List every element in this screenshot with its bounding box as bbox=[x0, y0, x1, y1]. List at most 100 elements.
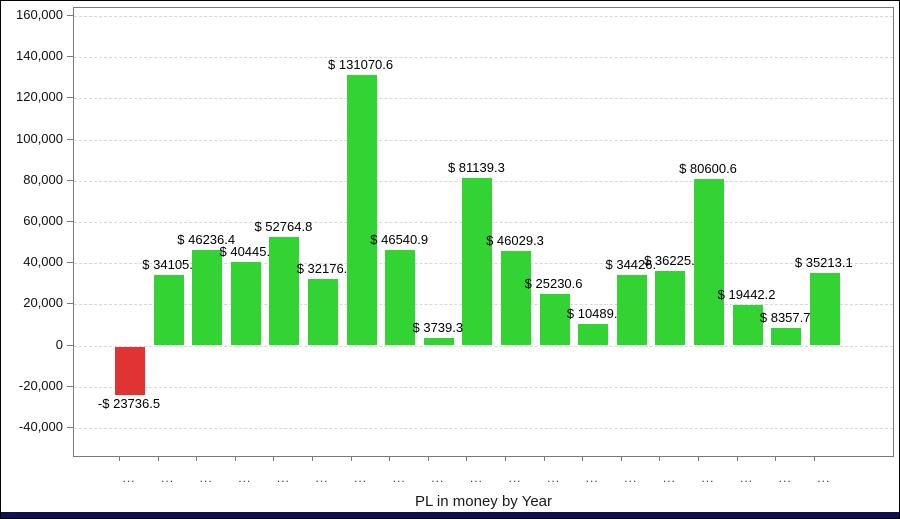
x-axis-tick bbox=[350, 457, 352, 461]
bar-positive bbox=[153, 275, 184, 346]
x-axis-tick bbox=[312, 457, 313, 461]
y-axis-tick-label: 120,000 bbox=[16, 89, 63, 105]
y-axis-tick bbox=[67, 426, 73, 428]
x-axis-category-label: ... bbox=[508, 471, 522, 485]
y-axis-tick bbox=[67, 220, 73, 222]
x-axis-tick bbox=[157, 457, 159, 461]
x-axis-category-label: ... bbox=[199, 471, 213, 485]
bar-value-label: $ 36225. bbox=[644, 252, 695, 268]
x-axis-category-label: ... bbox=[276, 471, 290, 485]
x-axis-tick bbox=[698, 457, 699, 461]
bar-value-label: $ 52764.8 bbox=[254, 218, 313, 234]
y-axis-tick bbox=[67, 262, 73, 264]
gridline bbox=[74, 427, 893, 429]
y-axis-tick-label: 20,000 bbox=[23, 295, 63, 311]
y-axis-tick-label: 0 bbox=[55, 336, 63, 352]
x-axis-category-label: ... bbox=[469, 471, 483, 485]
gridline bbox=[74, 98, 893, 100]
x-axis-category-label: ... bbox=[778, 471, 792, 485]
x-axis-tick bbox=[466, 457, 468, 461]
x-axis-tick bbox=[273, 457, 275, 461]
y-axis-tick-label: 40,000 bbox=[23, 254, 63, 270]
bar-value-label: $ 40445. bbox=[219, 244, 271, 260]
x-axis-category-label: ... bbox=[122, 471, 136, 485]
y-axis-tick bbox=[67, 97, 73, 99]
bar-value-label: $ 25230.6 bbox=[524, 275, 583, 291]
bar-positive bbox=[308, 279, 338, 346]
bar-positive bbox=[771, 328, 802, 346]
bar-value-label: $ 46540.9 bbox=[370, 231, 429, 247]
bar-positive bbox=[385, 249, 416, 346]
y-axis-tick bbox=[67, 179, 73, 181]
bar-positive bbox=[423, 337, 454, 346]
bar-positive bbox=[230, 262, 261, 346]
bar-value-label: -$ 23736.5 bbox=[97, 396, 161, 412]
bar-value-label: $ 19442.2 bbox=[717, 287, 776, 303]
bar-positive bbox=[655, 270, 686, 346]
bar-value-label: $ 32176. bbox=[296, 261, 348, 277]
bar-positive bbox=[501, 250, 531, 346]
bar-positive bbox=[462, 178, 493, 346]
bar-value-label: $ 131070.6 bbox=[328, 57, 394, 73]
x-axis-category-label: ... bbox=[161, 471, 175, 485]
x-axis-category-label: ... bbox=[624, 471, 638, 485]
gridline bbox=[74, 15, 893, 17]
x-axis-tick bbox=[505, 457, 506, 461]
y-axis-tick bbox=[67, 344, 73, 346]
bar-positive bbox=[694, 179, 724, 346]
gridline bbox=[74, 139, 893, 141]
bar-value-label: $ 81139.3 bbox=[447, 160, 505, 176]
bar-value-label: $ 46236.4 bbox=[177, 232, 236, 248]
x-axis-tick bbox=[427, 457, 429, 461]
y-axis-tick-label: -40,000 bbox=[18, 418, 63, 434]
bar-value-label: $ 80600.6 bbox=[679, 161, 737, 177]
bar-positive bbox=[616, 274, 647, 346]
x-axis-tick bbox=[659, 457, 661, 461]
bar-value-label: $ 34426. bbox=[605, 256, 657, 272]
y-axis-tick-label: 60,000 bbox=[23, 212, 63, 228]
y-axis-tick-label: 100,000 bbox=[16, 130, 63, 146]
gridline bbox=[74, 57, 893, 59]
bar-value-label: $ 8357.7 bbox=[759, 310, 811, 326]
y-axis-tick bbox=[67, 303, 73, 305]
y-axis-tick-label: 140,000 bbox=[16, 48, 63, 64]
x-axis-tick bbox=[196, 457, 198, 461]
y-axis-tick bbox=[67, 385, 73, 387]
x-axis-category-label: ... bbox=[547, 471, 561, 485]
x-axis-category-label: ... bbox=[354, 471, 368, 485]
y-axis-tick-label: 160,000 bbox=[16, 6, 63, 22]
bar-value-label: $ 35213.1 bbox=[794, 254, 853, 270]
x-axis-tick bbox=[736, 457, 738, 461]
y-axis-tick bbox=[67, 56, 73, 58]
x-axis-tick bbox=[775, 457, 777, 461]
x-axis-category-label: ... bbox=[238, 471, 252, 485]
x-axis-category-label: ... bbox=[701, 471, 715, 485]
x-axis-tick bbox=[389, 457, 391, 461]
bar-positive bbox=[346, 75, 377, 346]
x-axis-tick bbox=[813, 457, 815, 461]
x-axis-tick bbox=[620, 457, 622, 461]
bar-positive bbox=[539, 293, 570, 346]
x-axis-tick bbox=[582, 457, 584, 461]
bar-value-label: $ 34105. bbox=[142, 257, 193, 273]
x-axis-category-label: ... bbox=[817, 471, 831, 485]
x-axis-title: PL in money by Year bbox=[414, 493, 553, 510]
gridline bbox=[74, 345, 893, 347]
bar-value-label: $ 10489. bbox=[566, 305, 618, 321]
x-axis-tick bbox=[234, 457, 236, 461]
x-axis-category-label: ... bbox=[315, 471, 329, 485]
bar-positive bbox=[732, 305, 763, 346]
y-axis-tick-label: -20,000 bbox=[18, 377, 63, 393]
x-axis-category-label: ... bbox=[662, 471, 676, 485]
gridline bbox=[74, 386, 893, 388]
x-axis-category-label: ... bbox=[585, 471, 599, 485]
x-axis-category-label: ... bbox=[740, 471, 754, 485]
bar-positive bbox=[269, 236, 300, 346]
y-axis-tick bbox=[67, 14, 73, 16]
bar-value-label: $ 3739.3 bbox=[412, 319, 464, 335]
bar-negative bbox=[115, 346, 145, 396]
plot-area bbox=[73, 7, 894, 457]
bar-positive bbox=[809, 272, 840, 346]
bar-value-label: $ 46029.3 bbox=[486, 232, 544, 248]
